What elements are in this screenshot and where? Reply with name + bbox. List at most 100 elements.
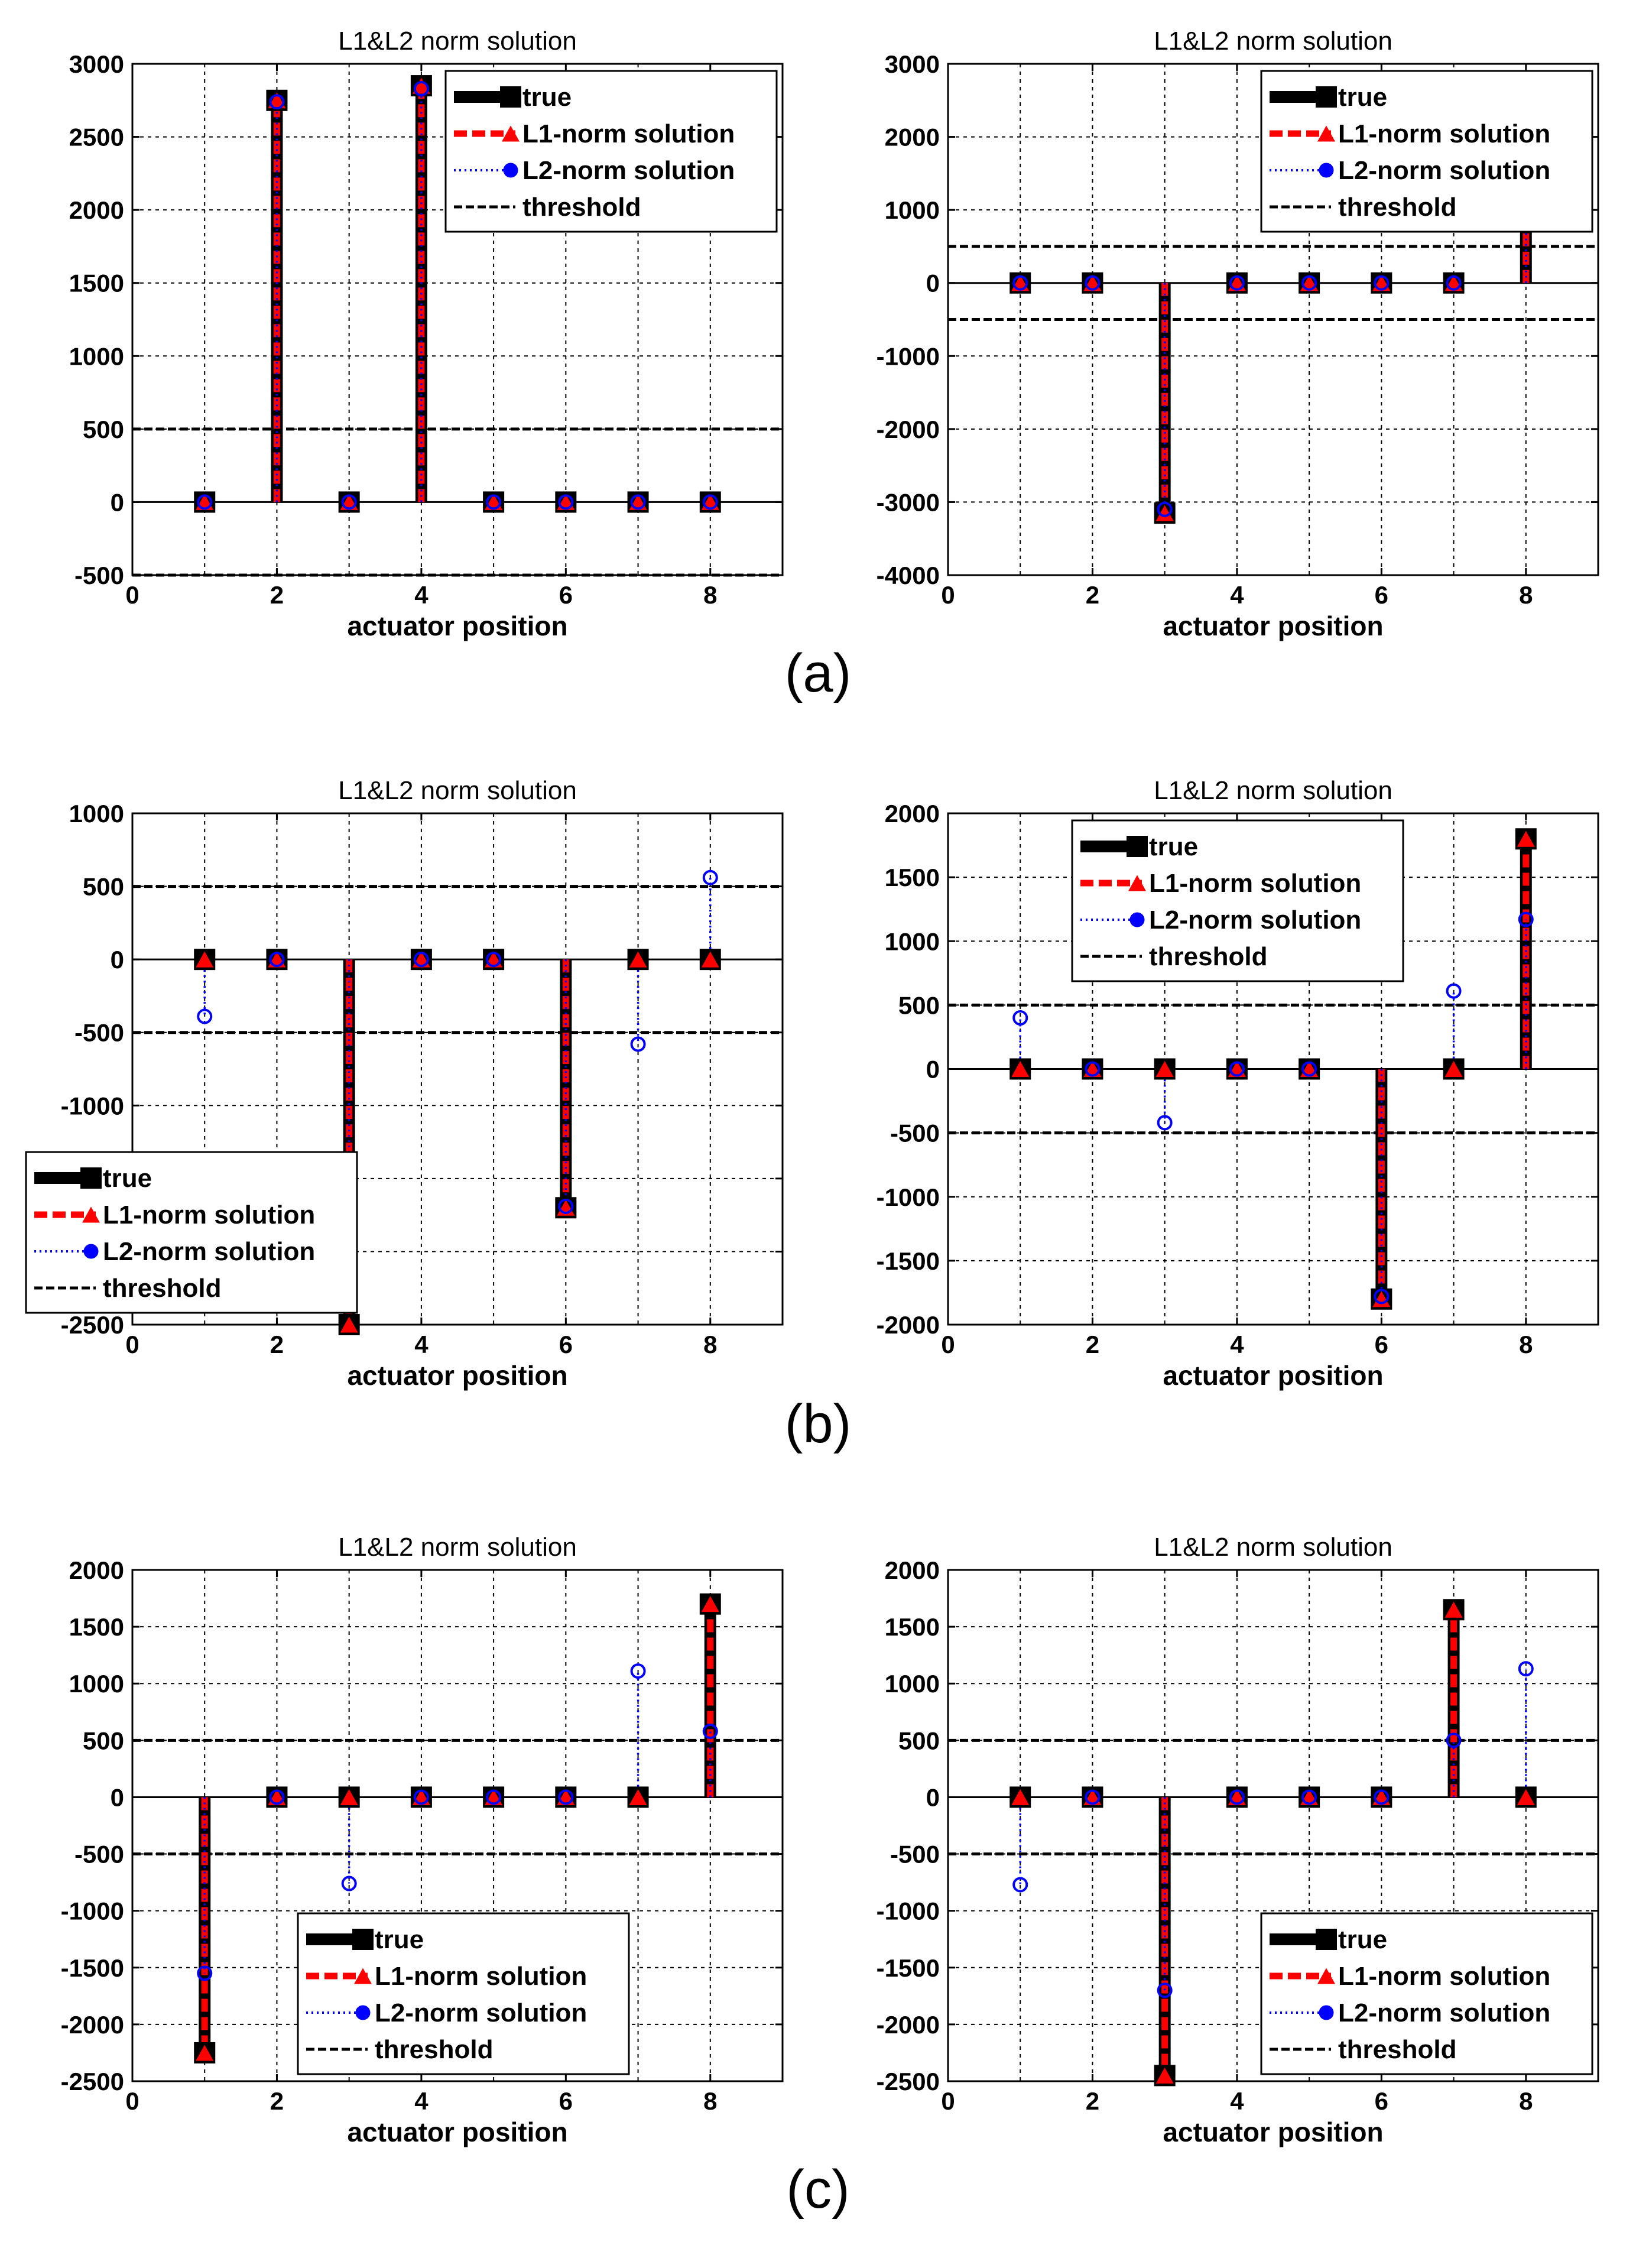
legend-marker-l1: [1317, 125, 1335, 142]
y-tick-label: 2000: [885, 124, 940, 151]
x-tick-label: 2: [1086, 1331, 1099, 1358]
legend-item-1: L1-norm solution: [34, 1200, 315, 1229]
l2-marker: [1446, 275, 1462, 291]
legend-label: L2-norm solution: [1338, 1998, 1550, 2027]
legend-item-0: true: [454, 83, 572, 112]
x-tick-label: 2: [1086, 581, 1099, 609]
l1-marker: [340, 1789, 358, 1805]
l2-marker: [630, 1663, 646, 1679]
legend-marker-true: [500, 86, 521, 108]
x-tick-label: 2: [270, 1331, 284, 1358]
l1-marker: [196, 951, 214, 968]
x-tick-label: 8: [703, 2087, 717, 2115]
l1-marker: [629, 951, 647, 968]
y-tick-label: -2500: [61, 2068, 124, 2095]
y-tick-label: 0: [926, 270, 940, 297]
legend-label: L1-norm solution: [1338, 119, 1550, 148]
l2-marker: [1229, 275, 1245, 291]
l2-marker: [341, 1876, 357, 1891]
l1-marker: [1155, 505, 1174, 521]
x-tick-label: 0: [941, 1331, 955, 1358]
legend-label: threshold: [522, 193, 641, 222]
x-tick-label: 6: [559, 1331, 573, 1358]
l1-marker: [1445, 1601, 1463, 1618]
legend-marker-true: [80, 1167, 102, 1189]
x-tick-label: 2: [270, 581, 284, 609]
legend-item-3: threshold: [34, 1274, 221, 1303]
l2-marker: [1012, 1877, 1028, 1893]
l2-marker: [558, 1789, 574, 1805]
l2-marker: [269, 952, 285, 968]
axes-box: [131, 1569, 784, 2082]
l1-marker: [629, 1789, 647, 1805]
x-tick-label: 4: [1230, 581, 1244, 609]
l2-marker: [630, 494, 646, 510]
l2-marker: [1157, 501, 1173, 517]
l2-marker: [486, 952, 502, 968]
y-tick-label: 0: [111, 946, 124, 974]
l2-marker: [1518, 911, 1534, 927]
chart-title: L1&L2 norm solution: [338, 1533, 577, 1562]
chart-2: 0 2 4 6 8 -4000 -3000 -2000 -1000 0 1000 2000 3000 L1…: [877, 27, 1599, 641]
x-tick-label: 6: [559, 581, 573, 609]
x-axis-label: actuator position: [1163, 611, 1383, 641]
legend-item-0: true: [34, 1164, 152, 1193]
legend-label: threshold: [375, 2035, 493, 2064]
legend-label: L2-norm solution: [375, 1998, 587, 2027]
y-tick-label: 1000: [69, 800, 124, 828]
y-tick-label: 2500: [69, 124, 124, 151]
axes-box: [131, 812, 784, 1326]
y-tick-label: -1000: [61, 1092, 124, 1120]
legend-item-3: threshold: [1270, 2035, 1456, 2064]
x-tick-label: 4: [1230, 1331, 1244, 1358]
y-tick-label: -3000: [877, 488, 940, 516]
legend: true L1-norm solution L2-norm solution thre…: [1071, 819, 1404, 982]
legend-label: L1-norm solution: [522, 119, 735, 148]
legend-item-1: L1-norm solution: [454, 119, 735, 148]
l1-marker: [412, 77, 430, 94]
x-tick-label: 4: [414, 2087, 429, 2115]
y-tick-label: -2000: [61, 2011, 124, 2039]
legend-item-0: true: [1080, 832, 1198, 861]
legend-item-2: L2-norm solution: [306, 1998, 587, 2027]
chart-title: L1&L2 norm solution: [1154, 776, 1392, 805]
x-tick-label: 0: [125, 1331, 139, 1358]
l2-marker: [558, 1198, 574, 1214]
legend-label: true: [1338, 1925, 1387, 1954]
legend-item-1: L1-norm solution: [1080, 869, 1361, 898]
legend-item-0: true: [1270, 83, 1387, 112]
l2-marker: [1085, 1061, 1101, 1077]
y-tick-label: 1000: [885, 1670, 940, 1698]
legend-label: L1-norm solution: [1338, 1962, 1550, 1991]
legend: true L1-norm solution L2-norm solution thre…: [444, 70, 778, 233]
x-tick-label: 0: [941, 2087, 955, 2115]
y-tick-label: 500: [83, 873, 124, 901]
legend-label: L2-norm solution: [1149, 906, 1361, 935]
y-tick-label: -2000: [877, 2011, 940, 2039]
legend-label: L1-norm solution: [1149, 869, 1361, 898]
l2-marker: [1085, 275, 1101, 291]
legend-item-2: L2-norm solution: [34, 1237, 315, 1266]
legend: true L1-norm solution L2-norm solution thre…: [1260, 1912, 1593, 2075]
legend-marker-l1: [1317, 1968, 1335, 1984]
legend-marker-l2: [355, 2005, 371, 2020]
chart-3: 02468-2500-2000-1500-1000-50005001000L1&…: [25, 776, 784, 1391]
l1-marker: [196, 2045, 214, 2061]
l2-marker: [1012, 1010, 1028, 1026]
l2-marker: [197, 1008, 213, 1024]
legend: true L1-norm solution L2-norm solution thre…: [25, 1151, 358, 1314]
x-axis-label: actuator position: [1163, 1360, 1383, 1391]
l2-marker: [1374, 1289, 1390, 1305]
y-tick-label: -1000: [877, 1897, 940, 1925]
l1-marker: [701, 951, 719, 968]
legend-label: L2-norm solution: [522, 156, 735, 185]
x-axis-label: actuator position: [347, 2117, 567, 2147]
legend-label: L1-norm solution: [103, 1200, 315, 1229]
legend-item-2: L2-norm solution: [1270, 156, 1550, 185]
l1-marker: [1517, 830, 1535, 847]
l2-marker: [1374, 1789, 1390, 1805]
y-tick-label: -2500: [61, 1311, 124, 1339]
y-tick-label: 0: [926, 1056, 940, 1083]
y-tick-label: -500: [74, 562, 124, 589]
